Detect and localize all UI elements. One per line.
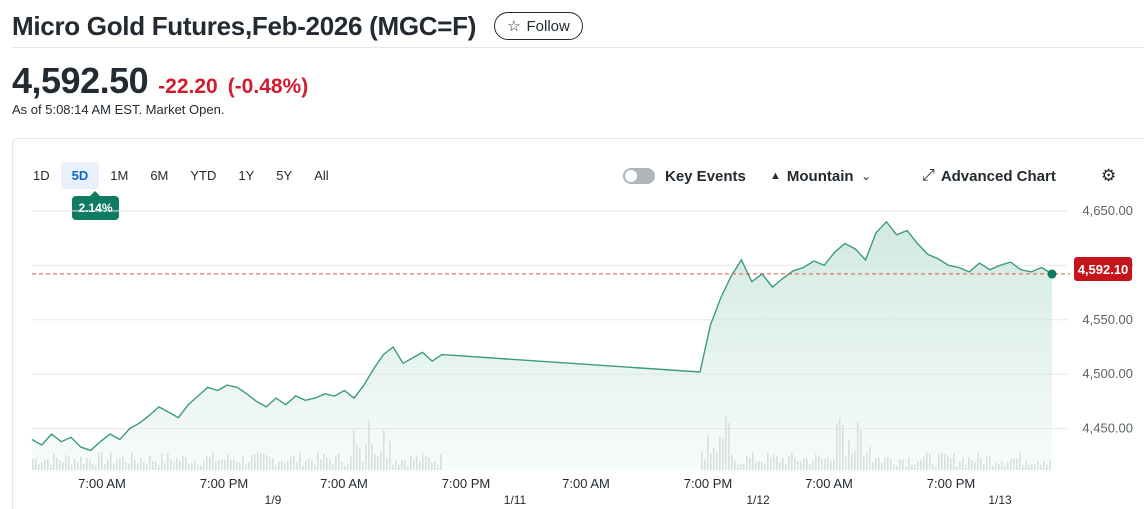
x-tick-label: 7:00 AM (78, 476, 126, 491)
x-tick-label: 7:00 AM (805, 476, 853, 491)
range-tab-6m[interactable]: 6M (150, 168, 169, 183)
price-change: -22.20 (158, 75, 218, 98)
y-tick-label: 4,550.00 (1082, 312, 1133, 327)
x-tick-label: 7:00 PM (200, 476, 248, 491)
gear-icon: ⚙ (1101, 166, 1117, 185)
expand-icon: ⤢ (922, 167, 935, 184)
range-tabs: 1D 5D 1M 6M YTD 1Y 5Y All (22, 162, 340, 189)
mountain-icon: ▲ (770, 170, 781, 182)
date-label: 1/12 (746, 493, 770, 507)
settings-button[interactable]: ⚙ (1101, 163, 1116, 189)
quote-header: Micro Gold Futures,Feb-2026 (MGC=F) ☆ Fo… (12, 6, 1144, 46)
advanced-chart-label: Advanced Chart (940, 167, 1056, 185)
range-tab-all[interactable]: All (314, 168, 329, 183)
as-of-timestamp: As of 5:08:14 AM EST. Market Open. (12, 102, 225, 117)
range-tab-1d[interactable]: 1D (33, 168, 50, 183)
x-tick-label: 7:00 AM (320, 476, 368, 491)
range-tab-1m[interactable]: 1M (110, 168, 129, 183)
date-label: 1/13 (988, 493, 1012, 507)
chart-type-dropdown[interactable]: ▲ Mountain ⌄ (770, 163, 871, 189)
chart-type-label: Mountain (786, 167, 854, 185)
chevron-down-icon: ⌄ (861, 170, 871, 183)
range-tab-5y[interactable]: 5Y (276, 168, 293, 183)
last-price-dot (1047, 269, 1057, 279)
advanced-chart-button[interactable]: ⤢ Advanced Chart (922, 163, 1056, 189)
x-tick-label: 7:00 AM (562, 476, 610, 491)
range-change-badge: 2.14% (72, 191, 119, 220)
range-tab-5d[interactable]: 5D (60, 162, 100, 189)
y-tick-label: 4,500.00 (1082, 366, 1133, 381)
price-line (31, 220, 1053, 452)
price-area (32, 221, 1052, 470)
range-tab-ytd[interactable]: YTD (190, 168, 217, 183)
x-tick-label: 7:00 PM (684, 476, 732, 491)
x-tick-label: 7:00 PM (442, 476, 490, 491)
y-tick-label: 4,650.00 (1082, 203, 1133, 218)
header-divider (12, 47, 1144, 48)
follow-button[interactable]: ☆ Follow (494, 12, 583, 40)
star-icon: ☆ (507, 17, 521, 35)
range-tab-1y[interactable]: 1Y (238, 168, 255, 183)
date-label: 1/11 (504, 493, 527, 507)
x-tick-label: 7:00 PM (927, 476, 975, 491)
page-title: Micro Gold Futures,Feb-2026 (MGC=F) (12, 10, 477, 41)
y-tick-label: 4,450.00 (1082, 421, 1133, 436)
key-events-label: Key Events (665, 167, 746, 185)
date-label: 1/9 (265, 493, 282, 507)
current-price-tag: 4,592.10 (1074, 257, 1132, 281)
current-price: 4,592.50 (12, 60, 149, 101)
price-change-percent: (-0.48%) (227, 75, 309, 98)
quote-price-row: 4,592.50 -22.20 (-0.48%) (12, 60, 308, 102)
follow-label: Follow (526, 17, 570, 35)
toggle-switch[interactable] (623, 168, 655, 184)
key-events-toggle[interactable]: Key Events (623, 163, 746, 189)
